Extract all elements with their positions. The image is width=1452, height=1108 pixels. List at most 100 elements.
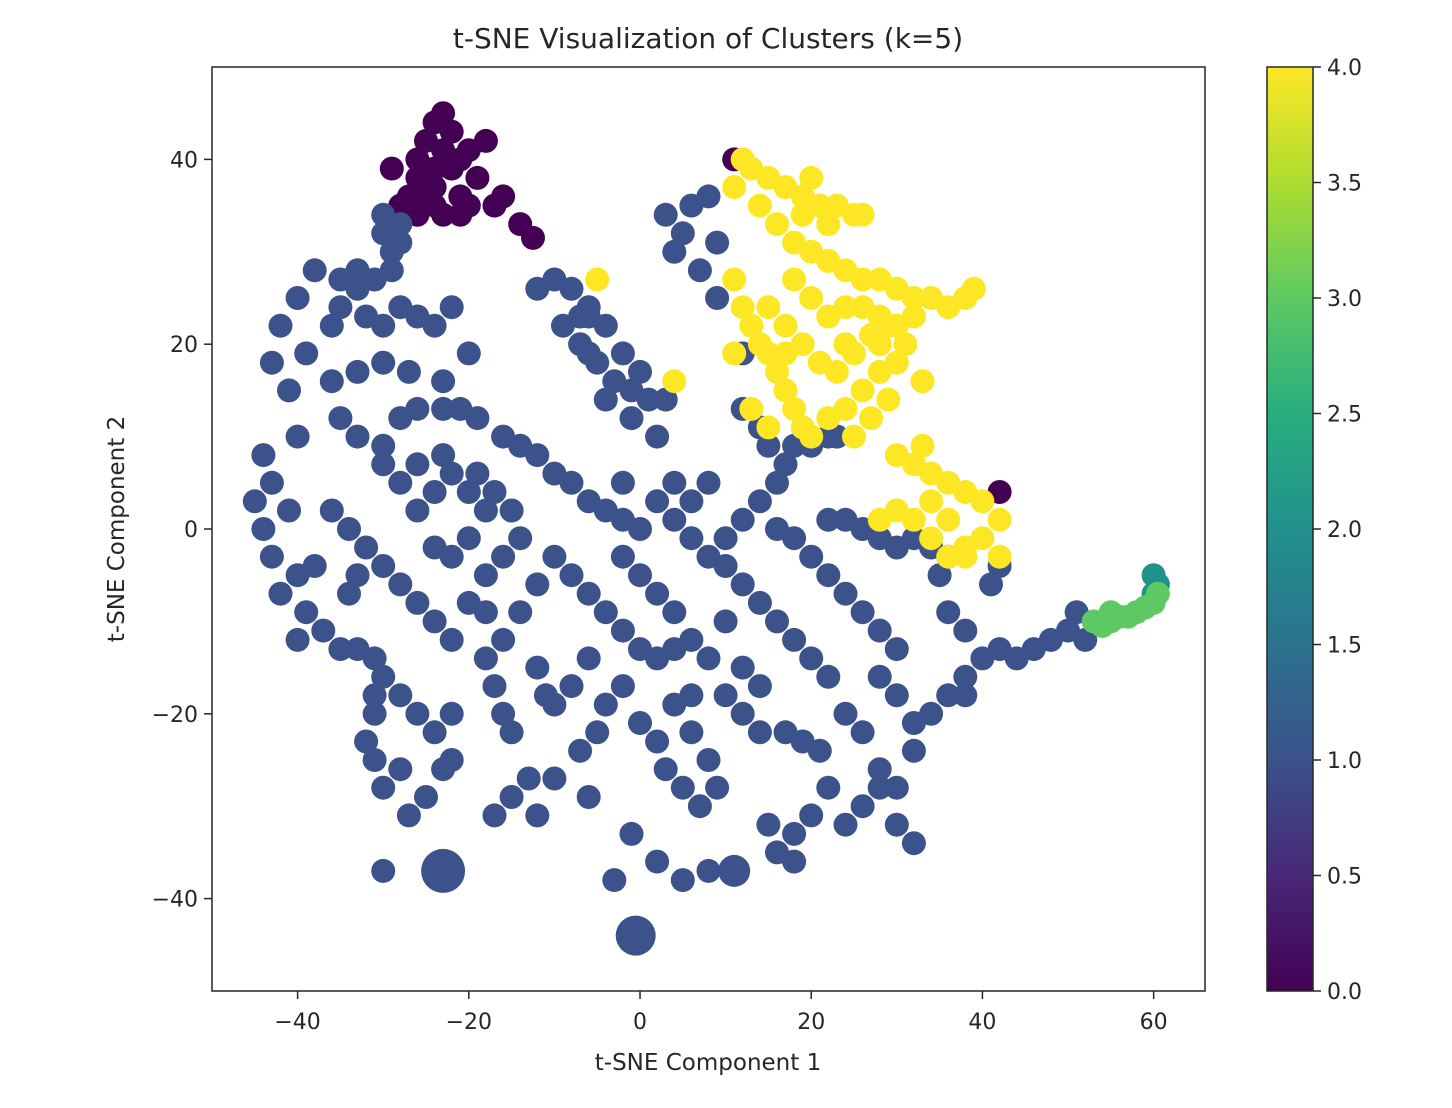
point-217	[730, 572, 755, 597]
point-187	[653, 202, 678, 227]
point-242	[867, 757, 892, 782]
y-tick-label: 20	[170, 333, 198, 358]
point-213	[662, 470, 687, 495]
colorbar	[1266, 66, 1314, 992]
point-108	[405, 498, 430, 523]
point-146	[525, 803, 550, 828]
y-axis-ticks: −40 −20 0 20 40	[152, 148, 212, 913]
point-311	[371, 858, 396, 883]
point-199	[773, 452, 798, 477]
point-279	[1073, 627, 1098, 652]
point-382	[739, 396, 764, 421]
point-363	[893, 332, 918, 357]
point-409	[799, 165, 824, 190]
point-19	[431, 101, 456, 126]
point-93	[337, 517, 361, 541]
point-334	[747, 193, 772, 218]
point-335	[765, 212, 789, 237]
point-243	[884, 775, 909, 800]
point-81	[439, 701, 464, 726]
point-370	[773, 313, 798, 338]
point-53	[328, 406, 353, 431]
point-78	[388, 683, 413, 708]
point-17	[414, 184, 438, 209]
point-252	[867, 664, 892, 689]
point-379	[901, 304, 926, 329]
point-14	[473, 128, 498, 153]
point-181	[593, 387, 618, 412]
point-165	[602, 868, 627, 893]
colorbar-tick-label: 1.5	[1327, 634, 1362, 659]
x-tick-label: 60	[1140, 1010, 1168, 1035]
point-153	[628, 711, 652, 735]
point-89	[414, 785, 438, 809]
colorbar-tick-label: 4.0	[1327, 56, 1362, 81]
point-292	[473, 600, 498, 625]
colorbar-tick-label: 2.0	[1327, 518, 1362, 543]
point-218	[747, 590, 772, 615]
point-343	[901, 286, 926, 310]
point-209	[679, 526, 704, 551]
point-178	[653, 387, 678, 412]
colorbar-ticks: 0.0 0.5 1.0 1.5 2.0 2.5 3.0 3.5 4.0	[1313, 56, 1362, 1005]
point-207	[713, 526, 738, 551]
point-114	[482, 480, 507, 504]
point-411	[867, 332, 892, 357]
point-244	[901, 738, 926, 763]
point-49	[396, 359, 421, 384]
point-357	[799, 424, 824, 449]
point-373	[799, 286, 824, 310]
point-144	[499, 785, 524, 809]
point-371	[756, 295, 781, 320]
point-353	[765, 359, 789, 384]
point-66	[242, 489, 267, 514]
point-229	[867, 618, 892, 643]
point-269	[730, 655, 755, 680]
point-140	[499, 720, 524, 745]
point-192	[687, 258, 712, 283]
point-124	[628, 517, 652, 541]
point-368	[807, 350, 832, 375]
point-291	[456, 526, 481, 551]
point-295	[542, 692, 567, 717]
point-226	[816, 563, 841, 588]
point-137	[473, 646, 498, 671]
point-391	[987, 507, 1012, 532]
point-28	[448, 147, 473, 172]
point-125	[542, 544, 567, 569]
colorbar-tick-label: 2.5	[1327, 403, 1362, 428]
colorbar-tick-label: 0.5	[1327, 865, 1362, 890]
point-194	[705, 230, 730, 255]
point-270	[747, 674, 772, 699]
point-286	[285, 424, 310, 449]
point-51	[345, 359, 370, 384]
x-axis-ticks: −40 −20 0 20 40 60	[274, 991, 1168, 1035]
point-34	[379, 258, 404, 283]
point-362	[884, 350, 909, 375]
point-273	[713, 683, 738, 708]
point-219	[765, 609, 789, 634]
point-52	[319, 369, 344, 394]
point-large-1	[615, 915, 656, 956]
point-307	[345, 276, 370, 301]
point-126	[559, 563, 584, 588]
point-111	[405, 452, 430, 477]
point-298	[628, 563, 652, 588]
y-tick-label: −40	[152, 888, 198, 913]
point-414	[876, 387, 901, 412]
point-109	[388, 470, 413, 495]
point-135	[508, 600, 533, 625]
point-221	[799, 646, 824, 671]
point-259	[782, 849, 807, 874]
point-241	[850, 720, 875, 745]
point-58	[431, 396, 456, 421]
point-73	[311, 618, 336, 643]
point-404	[910, 369, 935, 394]
point-166	[619, 821, 644, 846]
point-211	[645, 489, 670, 514]
point-158	[705, 775, 730, 800]
point-193	[705, 286, 730, 310]
point-257	[782, 821, 807, 846]
point-91	[439, 748, 464, 772]
